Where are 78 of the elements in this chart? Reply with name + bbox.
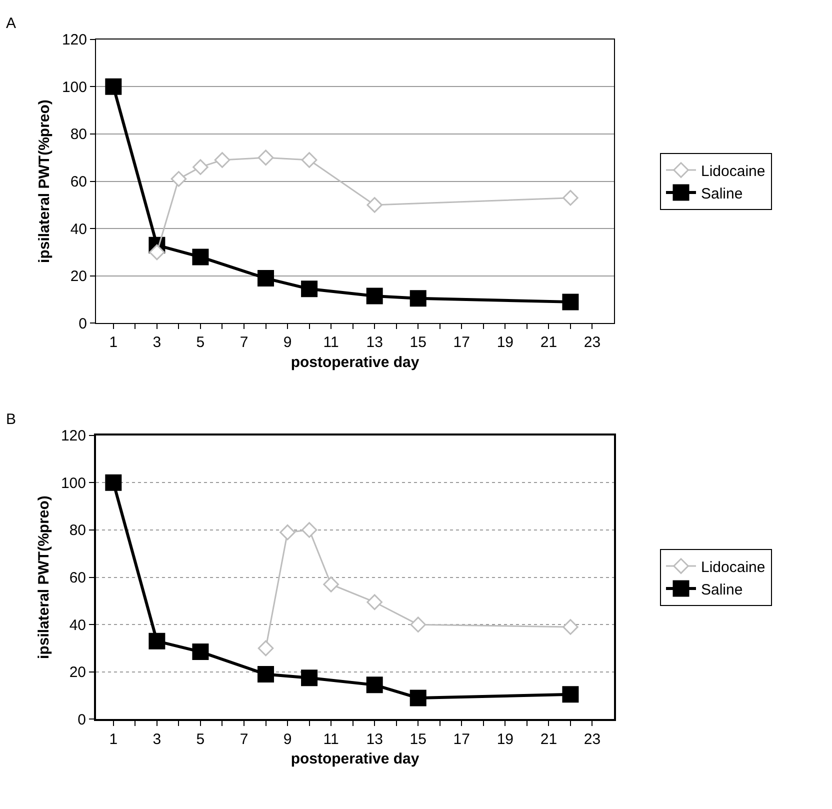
x-tick-label: 19 bbox=[496, 731, 514, 748]
x-tick-label: 1 bbox=[109, 334, 118, 352]
x-tick-label: 23 bbox=[584, 731, 601, 748]
point bbox=[410, 616, 426, 632]
point bbox=[301, 522, 318, 538]
x-tick-label: 21 bbox=[540, 731, 558, 748]
x-tick-label: 3 bbox=[152, 731, 162, 748]
x-tick-label: 1 bbox=[109, 731, 118, 748]
y-tick-label: 100 bbox=[62, 78, 87, 96]
point bbox=[192, 248, 209, 266]
y-tick-label: 40 bbox=[69, 616, 86, 634]
point bbox=[280, 524, 296, 540]
y-tick-label: 100 bbox=[60, 474, 86, 492]
y-tick-label: 80 bbox=[69, 522, 86, 540]
y-tick-label: 120 bbox=[62, 32, 87, 49]
point bbox=[301, 152, 318, 168]
x-tick-label: 17 bbox=[453, 334, 470, 352]
x-tick-label: 23 bbox=[584, 334, 601, 352]
legend-label: Lidocaine bbox=[701, 162, 766, 180]
point bbox=[170, 171, 187, 187]
y-tick-label: 0 bbox=[78, 315, 87, 332]
legend-label: Lidocaine bbox=[701, 558, 766, 576]
point bbox=[192, 159, 208, 175]
x-axis-title: postoperative day bbox=[290, 750, 420, 768]
x-tick-label: 9 bbox=[283, 334, 292, 352]
legend-label: Saline bbox=[701, 185, 743, 202]
x-tick-label: 13 bbox=[366, 334, 383, 352]
x-tick-label: 9 bbox=[283, 731, 292, 748]
x-tick-label: 17 bbox=[453, 731, 470, 748]
point bbox=[410, 690, 426, 706]
point bbox=[105, 78, 122, 95]
y-tick-label: 60 bbox=[70, 174, 87, 191]
point bbox=[410, 290, 426, 307]
y-tick-label: 20 bbox=[70, 268, 87, 286]
x-tick-label: 15 bbox=[410, 334, 426, 352]
x-tick-label: 11 bbox=[323, 731, 339, 748]
point bbox=[366, 197, 382, 213]
point bbox=[301, 670, 318, 686]
x-tick-label: 15 bbox=[410, 731, 426, 748]
point bbox=[562, 190, 578, 206]
point bbox=[258, 270, 274, 287]
point bbox=[366, 288, 383, 304]
x-tick-label: 7 bbox=[240, 731, 248, 748]
point bbox=[562, 294, 579, 310]
point bbox=[323, 576, 339, 592]
point bbox=[148, 632, 166, 650]
point bbox=[149, 244, 165, 260]
y-tick-label: 80 bbox=[70, 126, 87, 144]
point bbox=[258, 640, 274, 656]
point bbox=[105, 474, 122, 491]
x-tick-label: 21 bbox=[540, 334, 558, 352]
x-tick-label: 19 bbox=[496, 334, 514, 352]
y-axis-title: ipsilateral PWT(%preo) bbox=[36, 100, 54, 263]
point bbox=[214, 152, 230, 168]
y-tick-label: 120 bbox=[60, 428, 86, 445]
y-tick-label: 20 bbox=[69, 664, 86, 682]
x-tick-label: 5 bbox=[196, 731, 205, 748]
point bbox=[562, 619, 578, 635]
legend-label: Saline bbox=[701, 581, 743, 598]
y-tick-label: 60 bbox=[69, 570, 86, 587]
x-tick-label: 3 bbox=[152, 334, 162, 352]
x-tick-label: 13 bbox=[366, 731, 383, 748]
x-axis-title: postoperative day bbox=[290, 354, 420, 372]
point bbox=[562, 686, 579, 703]
chart-title: A bbox=[6, 15, 16, 32]
point bbox=[366, 594, 382, 610]
point bbox=[301, 280, 318, 298]
point bbox=[192, 644, 209, 660]
y-tick-label: 0 bbox=[78, 711, 86, 728]
point bbox=[366, 676, 383, 694]
x-tick-label: 11 bbox=[323, 334, 339, 352]
y-axis-title: ipsilateral PWT(%preo) bbox=[36, 496, 53, 659]
y-tick-label: 40 bbox=[70, 220, 87, 238]
x-tick-label: 7 bbox=[240, 334, 248, 352]
point bbox=[258, 150, 274, 166]
chart-title: B bbox=[6, 411, 16, 428]
point bbox=[258, 666, 274, 683]
x-tick-label: 5 bbox=[196, 334, 205, 352]
